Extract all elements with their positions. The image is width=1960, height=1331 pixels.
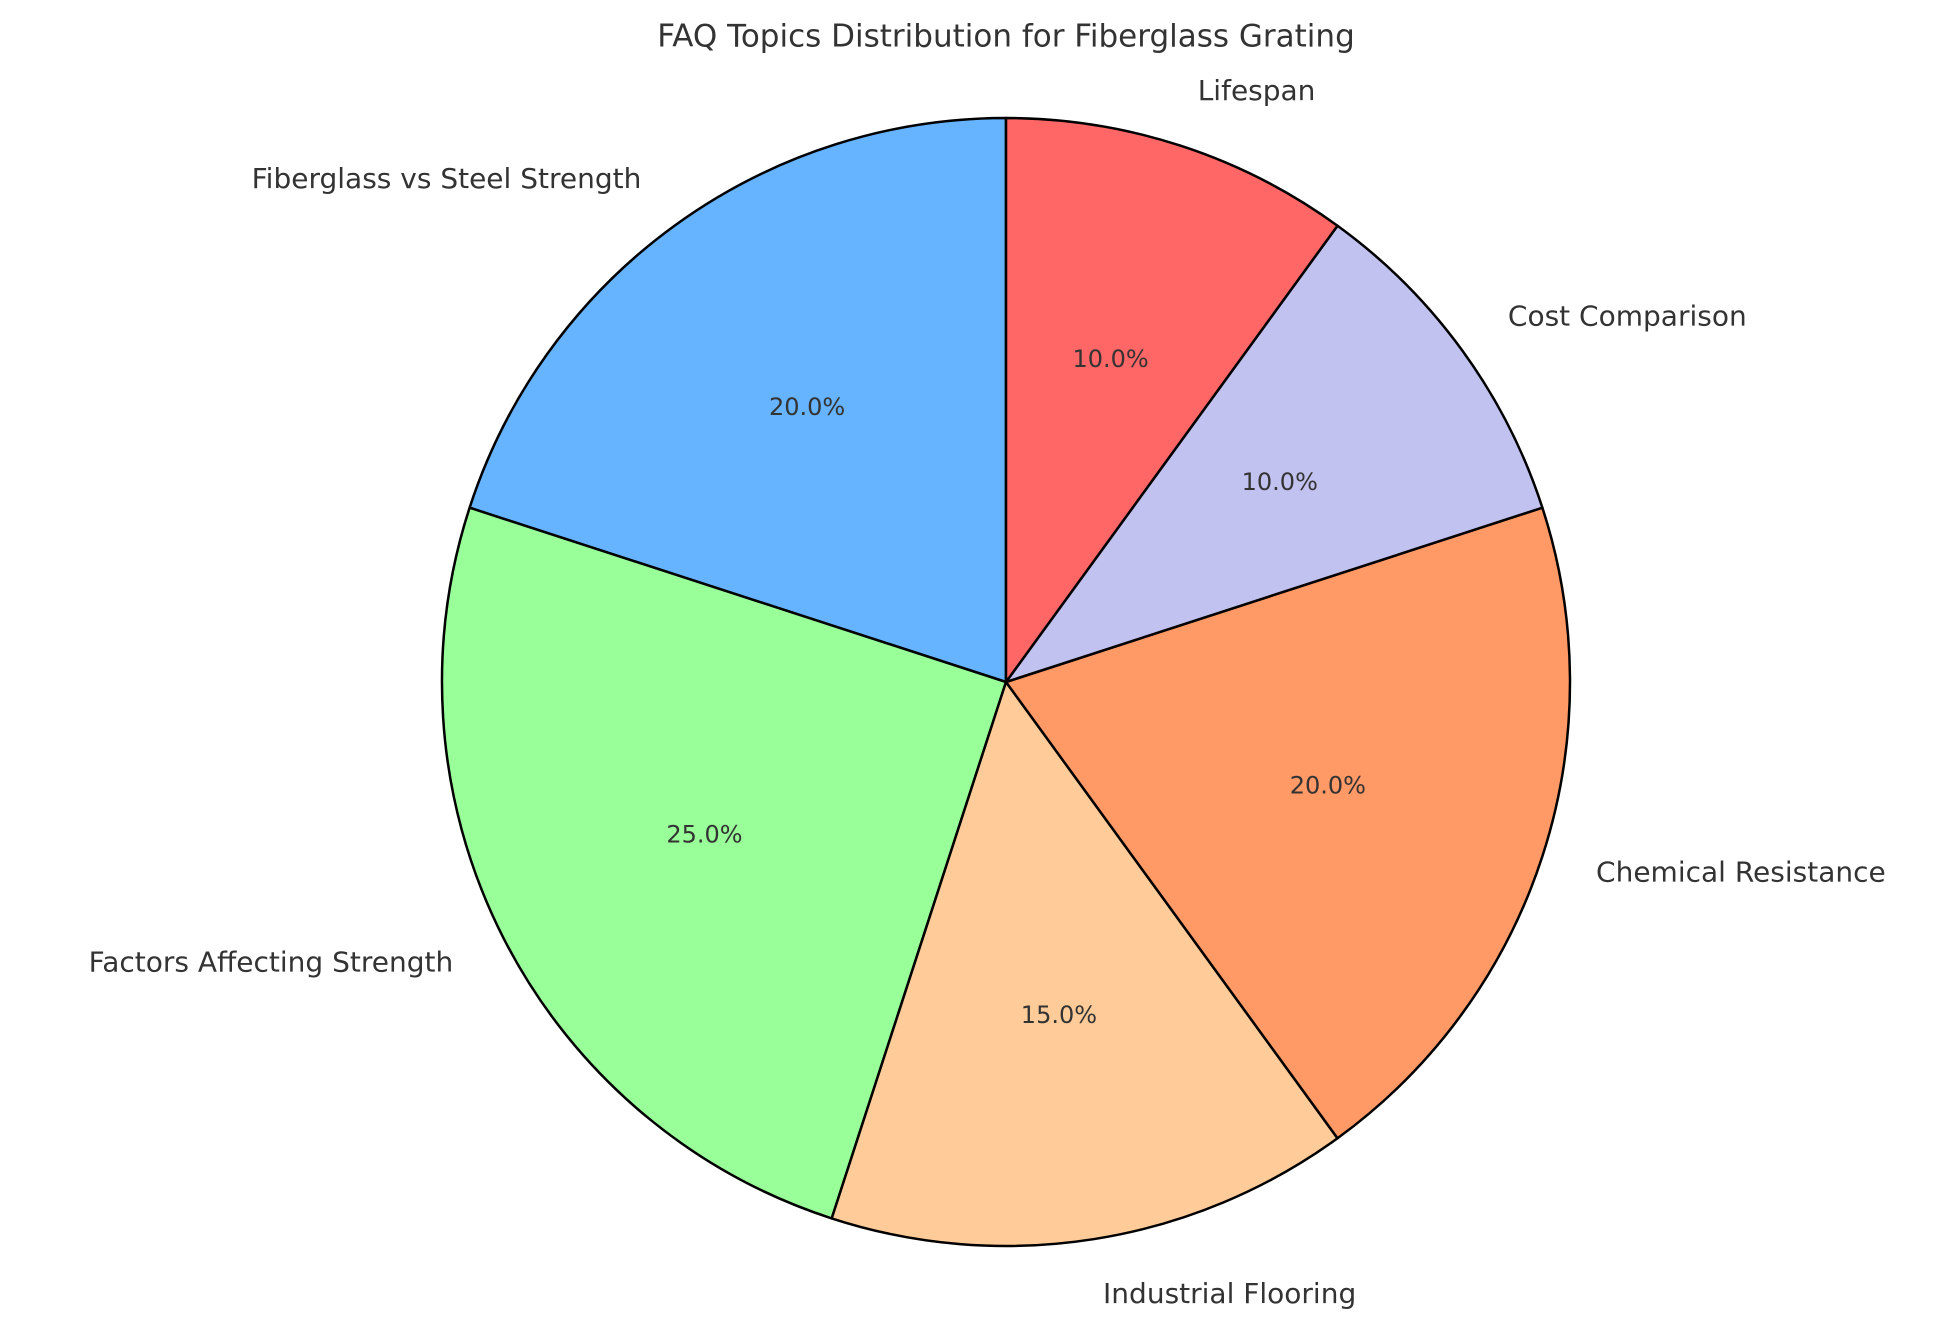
slice-label: Cost Comparison — [1508, 299, 1747, 332]
pie-slice — [468, 116, 1008, 684]
slice-label: Factors Affecting Strength — [89, 946, 454, 979]
value-label: 15.0% — [1021, 1001, 1097, 1029]
slice-label: Industrial Flooring — [1103, 1277, 1356, 1310]
value-label: 20.0% — [1290, 772, 1366, 800]
slice-label: Chemical Resistance — [1596, 856, 1886, 889]
value-label: 25.0% — [666, 821, 742, 849]
pie-slice — [1004, 116, 1339, 684]
slice-label: Lifespan — [1198, 74, 1316, 107]
value-label: 20.0% — [769, 393, 845, 421]
slice-label: Fiberglass vs Steel Strength — [252, 162, 642, 195]
pie-slice — [830, 680, 1339, 1248]
pie-slice — [440, 506, 1008, 1220]
value-label: 10.0% — [1072, 345, 1148, 373]
value-label: 10.0% — [1242, 468, 1318, 496]
pie-slice — [1004, 506, 1572, 1140]
chart-title: FAQ Topics Distribution for Fiberglass G… — [657, 19, 1355, 55]
pie-slice — [1004, 224, 1544, 684]
